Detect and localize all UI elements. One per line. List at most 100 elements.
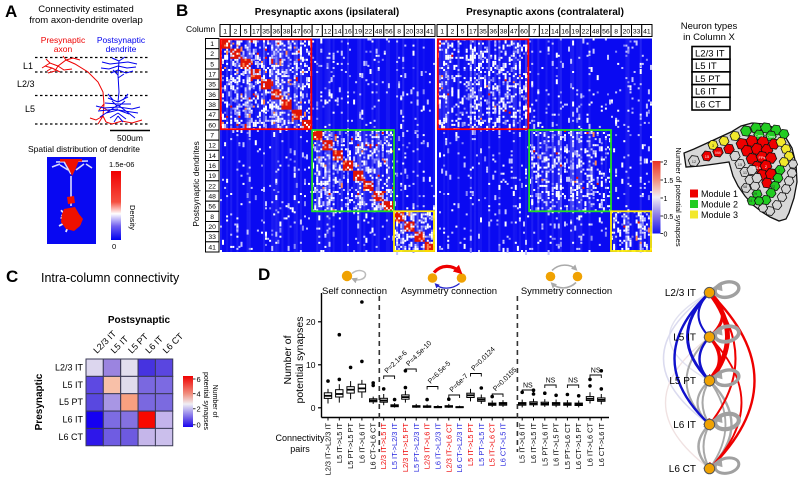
svg-text:L5 IT->L5 IT: L5 IT->L5 IT — [335, 423, 344, 464]
svg-text:Column: Column — [186, 24, 216, 34]
svg-text:from axon-dendrite overlap: from axon-dendrite overlap — [29, 15, 143, 26]
svg-text:0.5: 0.5 — [664, 214, 674, 221]
svg-text:L6 IT: L6 IT — [673, 420, 696, 431]
svg-text:in Column X: in Column X — [683, 32, 735, 43]
svg-text:8: 8 — [614, 29, 618, 36]
svg-text:Presynaptic: Presynaptic — [41, 35, 86, 45]
svg-text:M4: M4 — [715, 150, 721, 155]
svg-text:19: 19 — [354, 29, 362, 36]
svg-text:1.5e-06: 1.5e-06 — [109, 160, 134, 169]
svg-text:36: 36 — [208, 92, 216, 99]
svg-text:2: 2 — [197, 405, 201, 414]
svg-text:11: 11 — [743, 170, 748, 175]
svg-text:7: 7 — [532, 29, 536, 36]
svg-text:1: 1 — [223, 29, 227, 36]
svg-text:dendrite: dendrite — [106, 44, 137, 54]
svg-text:14: 14 — [551, 29, 559, 36]
svg-text:22: 22 — [365, 29, 373, 36]
svg-text:33: 33 — [208, 234, 216, 241]
svg-text:Connectivity estimated: Connectivity estimated — [38, 4, 134, 15]
svg-text:0: 0 — [197, 421, 201, 430]
svg-text:L5 IT: L5 IT — [695, 61, 717, 72]
svg-text:38: 38 — [208, 102, 216, 109]
svg-text:L2/3 IT: L2/3 IT — [55, 363, 84, 373]
svg-text:Presynaptic: Presynaptic — [34, 373, 45, 430]
svg-text:7: 7 — [778, 168, 781, 173]
svg-text:1: 1 — [210, 41, 214, 48]
svg-text:38: 38 — [500, 29, 508, 36]
svg-text:47: 47 — [293, 29, 301, 36]
svg-text:A: A — [5, 2, 17, 21]
svg-text:19: 19 — [208, 173, 216, 180]
svg-text:38: 38 — [283, 29, 291, 36]
svg-text:L2/3: L2/3 — [17, 79, 35, 89]
svg-text:2: 2 — [450, 29, 454, 36]
svg-text:60: 60 — [208, 122, 216, 129]
svg-text:L6 CT->L6 IT: L6 CT->L6 IT — [597, 423, 606, 467]
svg-text:L5 PT: L5 PT — [669, 376, 696, 387]
svg-text:M1s: M1s — [753, 165, 761, 170]
svg-text:48: 48 — [375, 29, 383, 36]
svg-text:48: 48 — [592, 29, 600, 36]
svg-text:L1: L1 — [23, 61, 33, 71]
svg-text:35: 35 — [262, 29, 270, 36]
svg-text:L2/3 IT->L6 IT: L2/3 IT->L6 IT — [423, 423, 432, 470]
svg-text:L6 IT->L6 CT: L6 IT->L6 CT — [586, 423, 595, 467]
svg-text:Oms: Oms — [767, 134, 775, 139]
svg-text:L6 CT: L6 CT — [669, 464, 696, 475]
svg-text:56: 56 — [602, 29, 610, 36]
svg-text:L2/3 IT: L2/3 IT — [665, 288, 696, 299]
svg-text:1.5: 1.5 — [664, 178, 674, 185]
svg-text:0: 0 — [112, 242, 116, 251]
svg-text:1: 1 — [664, 196, 668, 203]
svg-text:Intra-column connectivity: Intra-column connectivity — [41, 271, 180, 285]
svg-text:5: 5 — [244, 29, 248, 36]
svg-text:20: 20 — [623, 29, 631, 36]
svg-text:20: 20 — [208, 224, 216, 231]
svg-text:Presynaptic axons (ipsilateral: Presynaptic axons (ipsilateral) — [255, 7, 400, 18]
svg-text:17: 17 — [469, 29, 477, 36]
svg-text:pairs: pairs — [290, 444, 310, 454]
svg-text:L5 IT->L2/3 IT: L5 IT->L2/3 IT — [390, 423, 399, 470]
svg-text:14: 14 — [334, 29, 342, 36]
svg-text:L5 PT->L5 PT: L5 PT->L5 PT — [346, 423, 355, 469]
svg-text:29: 29 — [753, 191, 758, 196]
svg-text:NS: NS — [568, 378, 578, 385]
svg-text:L6 CT: L6 CT — [58, 432, 83, 442]
svg-text:14: 14 — [208, 153, 216, 160]
svg-text:Symmetry connection: Symmetry connection — [521, 286, 612, 297]
svg-text:Number of: Number of — [282, 335, 294, 384]
svg-text:15: 15 — [705, 154, 710, 159]
svg-text:12: 12 — [692, 159, 697, 164]
svg-text:17: 17 — [208, 72, 216, 79]
svg-text:L5 IT: L5 IT — [673, 333, 696, 344]
svg-text:1: 1 — [440, 29, 444, 36]
svg-text:35: 35 — [479, 29, 487, 36]
svg-text:6: 6 — [197, 375, 201, 384]
svg-text:Module 1: Module 1 — [701, 189, 738, 199]
svg-text:L5 IT->L6 IT: L5 IT->L6 IT — [518, 423, 527, 464]
svg-text:5: 5 — [210, 61, 214, 68]
svg-text:L5 PT->L6 CT: L5 PT->L6 CT — [563, 423, 572, 470]
svg-text:48: 48 — [208, 194, 216, 201]
svg-text:41: 41 — [426, 29, 434, 36]
svg-text:L5 PT: L5 PT — [695, 74, 721, 85]
svg-text:12: 12 — [324, 29, 332, 36]
svg-text:15: 15 — [738, 162, 743, 167]
svg-text:2: 2 — [664, 160, 668, 167]
svg-text:Spatial distribution of dendri: Spatial distribution of dendrite — [28, 144, 140, 154]
svg-text:36: 36 — [273, 29, 281, 36]
svg-text:Module 2: Module 2 — [701, 200, 738, 210]
svg-text:12: 12 — [541, 29, 549, 36]
svg-text:19: 19 — [571, 29, 579, 36]
svg-text:L5 IT: L5 IT — [62, 380, 83, 390]
svg-text:44: 44 — [748, 198, 753, 203]
svg-text:Density: Density — [128, 205, 137, 230]
svg-text:Postsynaptic: Postsynaptic — [97, 35, 146, 45]
svg-text:potential synapses: potential synapses — [202, 372, 209, 430]
svg-text:33: 33 — [633, 29, 641, 36]
svg-text:L2/3 IT->L5 IT: L2/3 IT->L5 IT — [379, 423, 388, 470]
svg-text:D: D — [258, 265, 270, 284]
svg-text:L5: L5 — [25, 104, 35, 114]
svg-text:potential synapses: potential synapses — [294, 317, 306, 404]
